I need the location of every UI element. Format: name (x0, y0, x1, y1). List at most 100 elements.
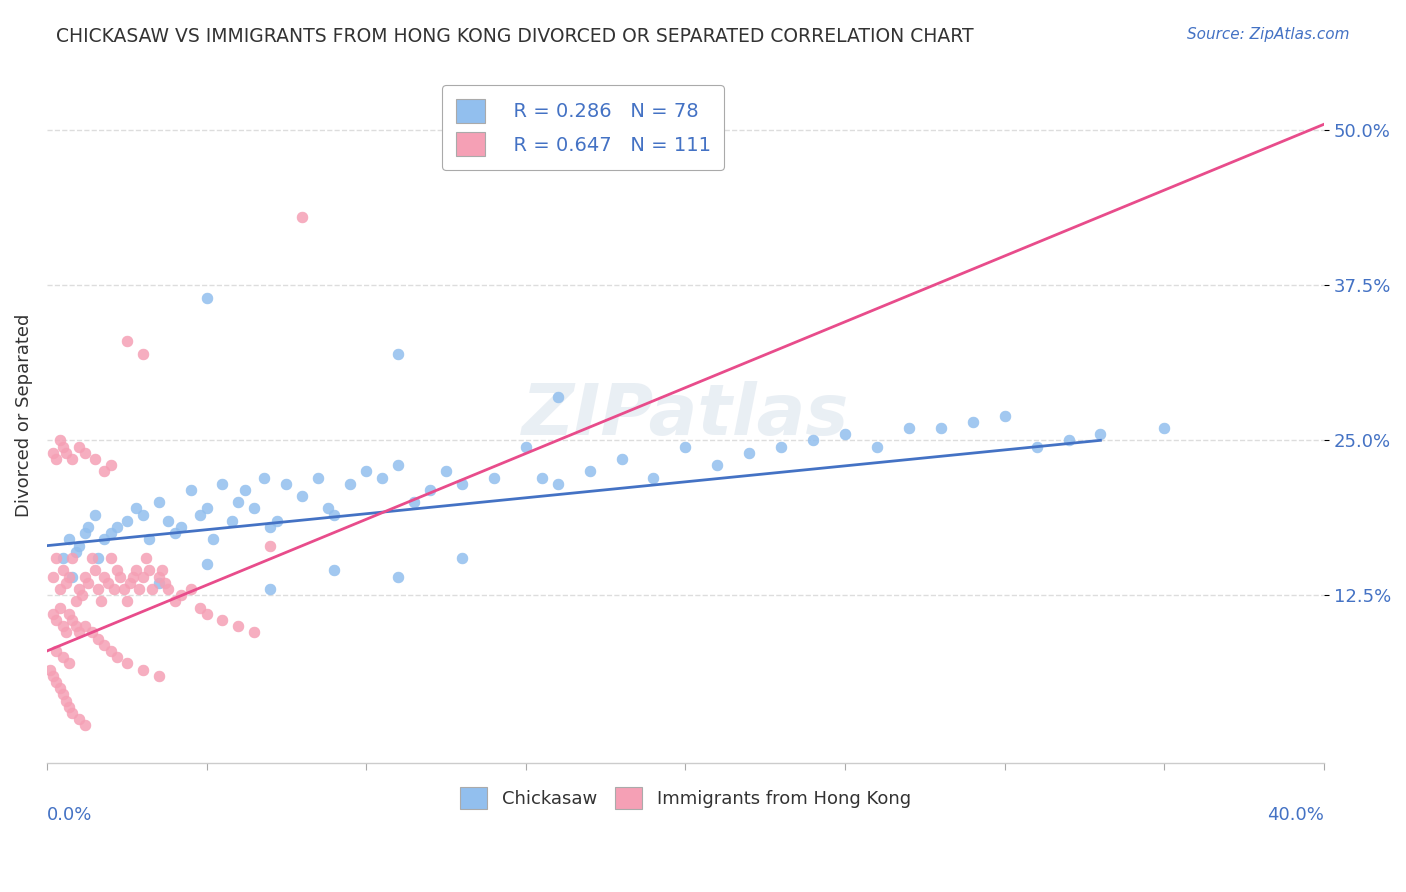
Point (45, 451, 67, 466)
Point (55, 693, 77, 707)
Point (228, 495, 250, 509)
Text: CHICKASAW VS IMMIGRANTS FROM HONG KONG DIVORCED OR SEPARATED CORRELATION CHART: CHICKASAW VS IMMIGRANTS FROM HONG KONG D… (56, 27, 974, 45)
Point (148, 575, 170, 590)
Point (55, 446, 77, 460)
Point (157, 582, 180, 596)
Point (211, 613, 233, 627)
Point (125, 564, 148, 578)
Point (122, 569, 145, 583)
Point (42, 446, 65, 460)
Point (530, 470, 553, 484)
Point (45, 613, 67, 627)
Point (75, 619, 97, 633)
Point (673, 440, 696, 454)
Point (70, 588, 93, 602)
Point (52, 687, 75, 701)
Point (770, 440, 793, 454)
Point (131, 569, 153, 583)
Point (135, 551, 157, 566)
Point (65, 545, 87, 559)
Text: ZIPatlas: ZIPatlas (522, 381, 849, 450)
Point (138, 564, 160, 578)
Point (221, 514, 243, 528)
Y-axis label: Divorced or Separated: Divorced or Separated (15, 314, 32, 517)
Point (201, 533, 224, 547)
Point (62, 613, 84, 627)
Point (170, 520, 193, 534)
Point (233, 483, 256, 497)
Point (125, 501, 148, 516)
Point (643, 470, 665, 484)
Point (866, 440, 889, 454)
Point (42, 569, 65, 583)
Point (195, 291, 218, 305)
Point (80, 625, 103, 640)
Point (93, 464, 115, 478)
Point (52, 619, 75, 633)
Point (112, 582, 135, 596)
Point (170, 588, 193, 602)
Point (48, 681, 70, 696)
Point (259, 582, 281, 596)
Point (962, 415, 984, 429)
Point (93, 533, 115, 547)
Point (610, 451, 633, 466)
Point (387, 458, 409, 472)
Point (83, 508, 105, 522)
Point (578, 464, 600, 478)
Point (128, 582, 150, 596)
Point (148, 495, 170, 509)
Point (58, 657, 80, 671)
Point (323, 564, 346, 578)
Point (1025, 440, 1047, 454)
Point (93, 569, 115, 583)
Point (55, 625, 77, 640)
Point (90, 594, 112, 608)
Point (434, 464, 457, 478)
Point (100, 644, 122, 658)
Point (100, 526, 122, 541)
Point (83, 451, 105, 466)
Point (180, 483, 202, 497)
Point (150, 564, 173, 578)
Point (994, 409, 1017, 423)
Point (52, 440, 75, 454)
Point (195, 558, 218, 572)
Point (307, 470, 329, 484)
Point (87, 582, 110, 596)
Point (42, 607, 65, 621)
Point (62, 551, 84, 566)
Point (387, 569, 409, 583)
Point (354, 464, 377, 478)
Point (316, 501, 339, 516)
Text: 40.0%: 40.0% (1267, 806, 1324, 824)
Point (515, 440, 537, 454)
Point (1153, 421, 1175, 435)
Point (897, 421, 920, 435)
Point (323, 508, 346, 522)
Point (291, 211, 314, 225)
Point (339, 476, 361, 491)
Point (42, 669, 65, 683)
Point (105, 650, 128, 665)
Point (100, 458, 122, 472)
Point (45, 675, 67, 690)
Point (65, 594, 87, 608)
Point (87, 551, 110, 566)
Point (58, 699, 80, 714)
Point (48, 434, 70, 448)
Point (228, 619, 250, 633)
Point (75, 446, 97, 460)
Point (243, 625, 266, 640)
Point (67, 440, 90, 454)
Point (259, 539, 281, 553)
Point (55, 575, 77, 590)
Point (118, 575, 141, 590)
Point (87, 632, 110, 646)
Point (371, 470, 394, 484)
Point (77, 520, 100, 534)
Point (188, 600, 211, 615)
Point (243, 501, 266, 516)
Point (115, 334, 138, 348)
Point (62, 451, 84, 466)
